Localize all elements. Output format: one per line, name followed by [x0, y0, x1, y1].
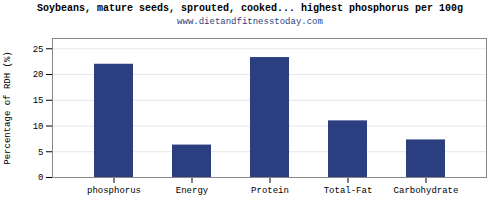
html-text:www.dietandfitnesstoday.com: www.dietandfitnesstoday.com — [177, 17, 323, 27]
svg-text:15: 15 — [33, 96, 44, 106]
svg-text:Carbohydrate: Carbohydrate — [394, 186, 459, 196]
svg-text:Protein: Protein — [251, 186, 289, 196]
svg-text:0: 0 — [38, 173, 43, 183]
svg-text:Total-Fat: Total-Fat — [324, 186, 373, 196]
svg-text:5: 5 — [38, 148, 43, 158]
svg-text:20: 20 — [33, 70, 44, 80]
svg-text:10: 10 — [33, 122, 44, 132]
svg-text:25: 25 — [33, 45, 44, 55]
svg-text:Energy: Energy — [176, 186, 209, 196]
svg-text:Percentage of RDH (%): Percentage of RDH (%) — [3, 51, 13, 164]
html-text:Soybeans, mature seeds, sprout: Soybeans, mature seeds, sprouted, cooked… — [37, 3, 463, 14]
svg-text:phosphorus: phosphorus — [87, 186, 141, 196]
